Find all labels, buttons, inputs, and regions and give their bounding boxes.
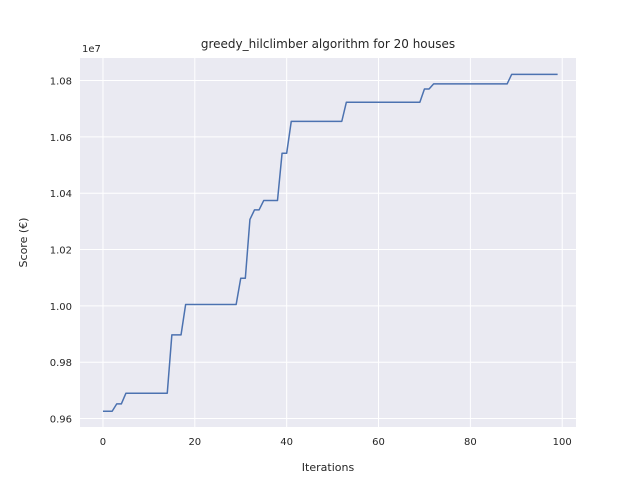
y-tick-label: 0.96	[50, 415, 72, 426]
x-tick-label: 100	[553, 437, 572, 448]
x-tick-label: 80	[464, 437, 477, 448]
chart-title: greedy_hilclimber algorithm for 20 house…	[201, 37, 455, 51]
y-tick-label: 1.06	[50, 133, 72, 144]
x-tick-label: 40	[280, 437, 293, 448]
series-layer	[102, 73, 558, 412]
y-tick-label: 1.00	[50, 302, 72, 313]
score-series-line	[102, 73, 558, 412]
plot-area	[80, 58, 576, 427]
grid	[80, 58, 576, 427]
x-tick-label: 60	[372, 437, 385, 448]
y-axis-offset-text: 1e7	[82, 44, 101, 55]
x-tick-label: 0	[100, 437, 106, 448]
y-tick-label: 1.02	[50, 246, 72, 257]
y-tick-label: 1.08	[50, 77, 72, 88]
x-tick-label: 20	[188, 437, 201, 448]
y-axis-label: Score (€)	[17, 218, 30, 268]
y-tick-label: 0.98	[50, 358, 72, 369]
x-axis-label: Iterations	[302, 461, 355, 474]
y-tick-label: 1.04	[50, 189, 72, 200]
ticks: 0 20 40 60 80 100 0.96 0.98 1.00 1.02 1.04 1.06 1.08	[50, 77, 572, 448]
